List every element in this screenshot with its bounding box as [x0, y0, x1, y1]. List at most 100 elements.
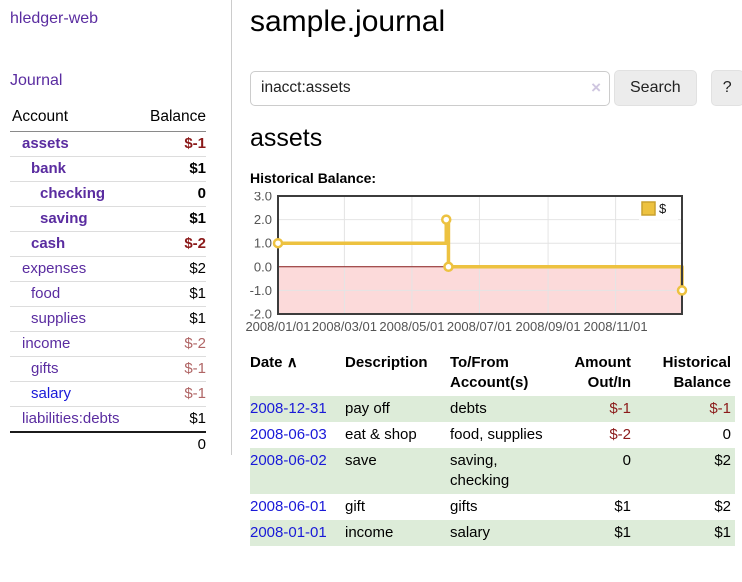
account-balance: $1 — [138, 281, 206, 307]
transaction-description: gift — [345, 498, 366, 515]
transaction-amount: $1 — [614, 498, 631, 515]
register-row: 2008-06-03 eat & shop food, supplies $-2 0 — [250, 422, 735, 448]
sidebar-account-link-expenses[interactable]: expenses — [22, 260, 87, 277]
search-button[interactable]: Search — [614, 70, 697, 106]
transaction-balance: $2 — [714, 498, 731, 515]
chart-title: Historical Balance: — [250, 170, 377, 186]
account-row: income $-2 — [10, 331, 206, 357]
register-header-amount: Amount Out/In — [574, 354, 631, 391]
account-balance: $1 — [138, 306, 206, 332]
svg-text:3.0: 3.0 — [254, 192, 272, 204]
transaction-date-link[interactable]: 2008-01-01 — [250, 524, 327, 541]
clear-search-icon[interactable]: × — [591, 77, 601, 97]
sidebar-account-link-cash[interactable]: cash — [31, 235, 66, 252]
account-balance: $-1 — [138, 356, 206, 382]
account-balance: $-1 — [138, 381, 206, 407]
search-input[interactable] — [250, 70, 610, 106]
svg-text:0.0: 0.0 — [254, 259, 272, 274]
legend-swatch — [641, 201, 656, 216]
register-row: 2008-06-02 save saving, checking 0 $2 — [250, 448, 735, 494]
transaction-accounts: debts — [450, 396, 550, 422]
sidebar-account-link-assets[interactable]: assets — [22, 135, 69, 152]
data-point-marker — [676, 285, 688, 296]
account-row: expenses $2 — [10, 256, 206, 282]
svg-text:2008/11/01: 2008/11/01 — [584, 319, 648, 334]
sidebar-account-link-salary[interactable]: salary — [31, 385, 72, 402]
account-row: salary $-1 — [10, 381, 206, 407]
account-balance: $-2 — [138, 231, 206, 257]
account-balance: $1 — [138, 156, 206, 182]
search-bar: × Search ? — [250, 70, 742, 106]
accounts-table: Account Balance assets $-1 bank $1 checking 0… — [10, 106, 206, 457]
register-header-balance: Historical Balance — [662, 354, 731, 391]
transaction-amount: $1 — [550, 520, 635, 546]
register-table-body: 2008-12-31 pay off debts $-1 $-1 2008-06-03 ea… — [250, 396, 735, 546]
transaction-date-link[interactable]: 2008-06-03 — [250, 426, 327, 443]
data-point-marker — [272, 237, 284, 249]
account-row: liabilities:debts $1 — [10, 406, 206, 432]
app-title-link[interactable]: hledger-web — [10, 10, 99, 27]
transaction-balance: $1 — [635, 520, 735, 546]
account-row: cash $-2 — [10, 231, 206, 257]
transaction-accounts: food, supplies — [450, 426, 543, 443]
svg-text:2008/03/01: 2008/03/01 — [312, 319, 377, 334]
account-row: bank $1 — [10, 156, 206, 182]
sidebar-account-link-bank[interactable]: bank — [31, 160, 67, 177]
account-balance: 0 — [138, 181, 206, 207]
transaction-amount: $-1 — [550, 396, 635, 422]
sidebar-account-link-liabilities-debts[interactable]: liabilities:debts — [22, 410, 120, 427]
register-row: 2008-12-31 pay off debts $-1 $-1 — [250, 396, 735, 422]
sidebar-account-link-supplies[interactable]: supplies — [31, 310, 87, 327]
svg-text:2008/05/01: 2008/05/01 — [379, 319, 444, 334]
accounts-total-row: 0 — [10, 431, 206, 457]
transaction-amount: $-2 — [609, 426, 631, 443]
help-button[interactable]: ? — [710, 70, 742, 106]
data-point-marker — [443, 261, 454, 273]
sidebar-account-link-checking[interactable]: checking — [40, 185, 106, 202]
sidebar-account-link-income[interactable]: income — [22, 335, 71, 352]
register-header-date[interactable]: Date ∧ — [250, 350, 345, 396]
plot-border — [277, 195, 683, 315]
register-header-accounts: To/From Account(s) — [450, 354, 529, 391]
account-row: gifts $-1 — [10, 356, 206, 382]
transaction-description: pay off — [345, 396, 450, 422]
accounts-total-balance: 0 — [138, 431, 206, 457]
search-input-wrap: × — [250, 70, 610, 106]
account-balance: $-2 — [138, 331, 206, 357]
register-header-date-label: Date — [250, 354, 283, 371]
transaction-accounts: gifts — [450, 498, 478, 515]
legend-label: $ — [659, 201, 667, 216]
transaction-amount: 0 — [550, 448, 635, 494]
svg-text:2.0: 2.0 — [254, 212, 272, 227]
sidebar-account-link-gifts[interactable]: gifts — [31, 360, 59, 377]
transaction-description: save — [345, 448, 450, 494]
transaction-description: income — [345, 520, 450, 546]
sidebar: hledger-web Journal Account Balance asse… — [0, 0, 232, 457]
svg-text:2008/07/01: 2008/07/01 — [447, 319, 512, 334]
account-balance: $2 — [138, 256, 206, 282]
sidebar-account-link-food[interactable]: food — [31, 285, 61, 302]
account-balance: $1 — [138, 406, 206, 432]
register-row: 2008-01-01 income salary $1 $1 — [250, 520, 735, 546]
sidebar-account-link-saving[interactable]: saving — [40, 210, 88, 227]
svg-text:-1.0: -1.0 — [250, 283, 272, 298]
transaction-date-link[interactable]: 2008-06-02 — [250, 452, 327, 469]
transaction-date-link[interactable]: 2008-12-31 — [250, 400, 327, 417]
transaction-balance: 0 — [722, 426, 731, 443]
account-row: assets $-1 — [10, 132, 206, 157]
transaction-balance: $-1 — [635, 396, 735, 422]
transaction-accounts: salary — [450, 520, 550, 546]
account-row: food $1 — [10, 281, 206, 307]
sidebar-item-journal[interactable]: Journal — [10, 72, 63, 89]
transaction-accounts: saving, checking — [450, 448, 550, 494]
account-balance: $-1 — [184, 135, 206, 152]
account-balance: $1 — [138, 206, 206, 232]
register-header-row: Date ∧ Description To/From Account(s) Am… — [250, 350, 735, 396]
transaction-date-link[interactable]: 2008-06-01 — [250, 498, 327, 515]
accounts-header-balance: Balance — [138, 106, 206, 132]
account-heading: assets — [250, 124, 323, 152]
accounts-header-account: Account — [10, 106, 139, 132]
accounts-table-body: assets $-1 bank $1 checking 0 saving $1 cash $-2 e… — [10, 132, 206, 432]
register-row: 2008-06-01 gift gifts $1 $2 — [250, 494, 735, 520]
